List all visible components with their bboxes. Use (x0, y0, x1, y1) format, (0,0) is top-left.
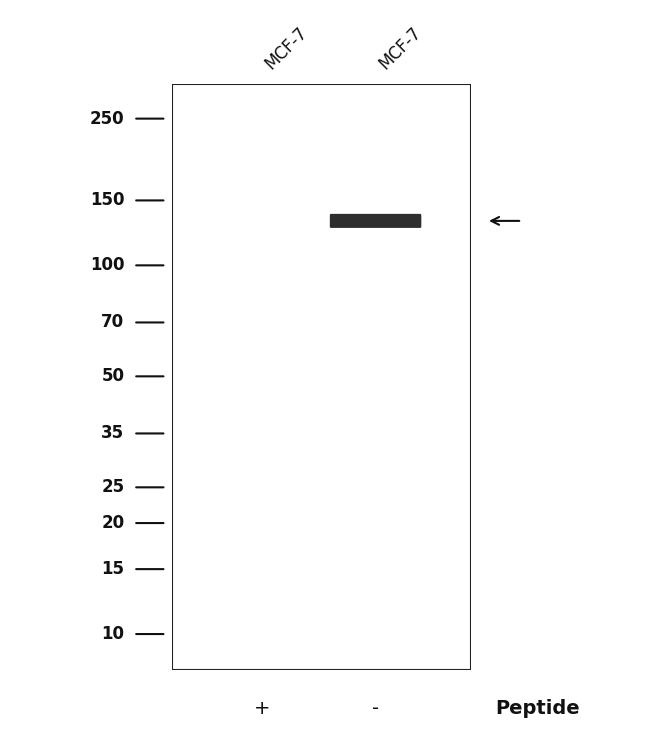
Text: 100: 100 (90, 256, 124, 274)
Text: 20: 20 (101, 514, 124, 532)
Text: 10: 10 (101, 625, 124, 643)
FancyBboxPatch shape (330, 214, 421, 228)
Text: MCF-7: MCF-7 (376, 23, 425, 72)
Text: 25: 25 (101, 478, 124, 496)
Text: -: - (372, 699, 379, 718)
Text: +: + (254, 699, 270, 718)
Text: 150: 150 (90, 192, 124, 209)
Text: Peptide: Peptide (495, 699, 580, 718)
Text: 50: 50 (101, 367, 124, 385)
Text: 15: 15 (101, 560, 124, 578)
Text: MCF-7: MCF-7 (262, 23, 311, 72)
Text: 70: 70 (101, 313, 124, 332)
Text: 35: 35 (101, 425, 124, 442)
Text: 250: 250 (90, 110, 124, 127)
